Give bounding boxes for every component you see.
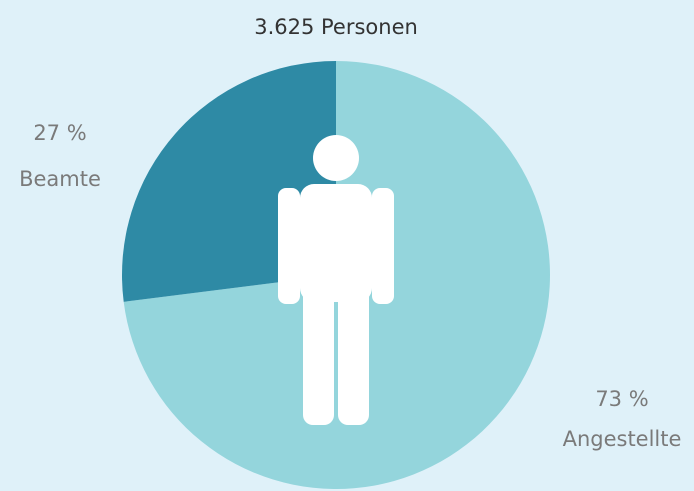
value-label: 27 %: [33, 121, 86, 145]
person-icon: [278, 135, 394, 425]
value-label: 73 %: [595, 387, 648, 411]
category-label: Beamte: [19, 167, 101, 191]
category-label: Angestellte: [563, 427, 682, 451]
chart-title: 3.625 Personen: [254, 15, 418, 39]
